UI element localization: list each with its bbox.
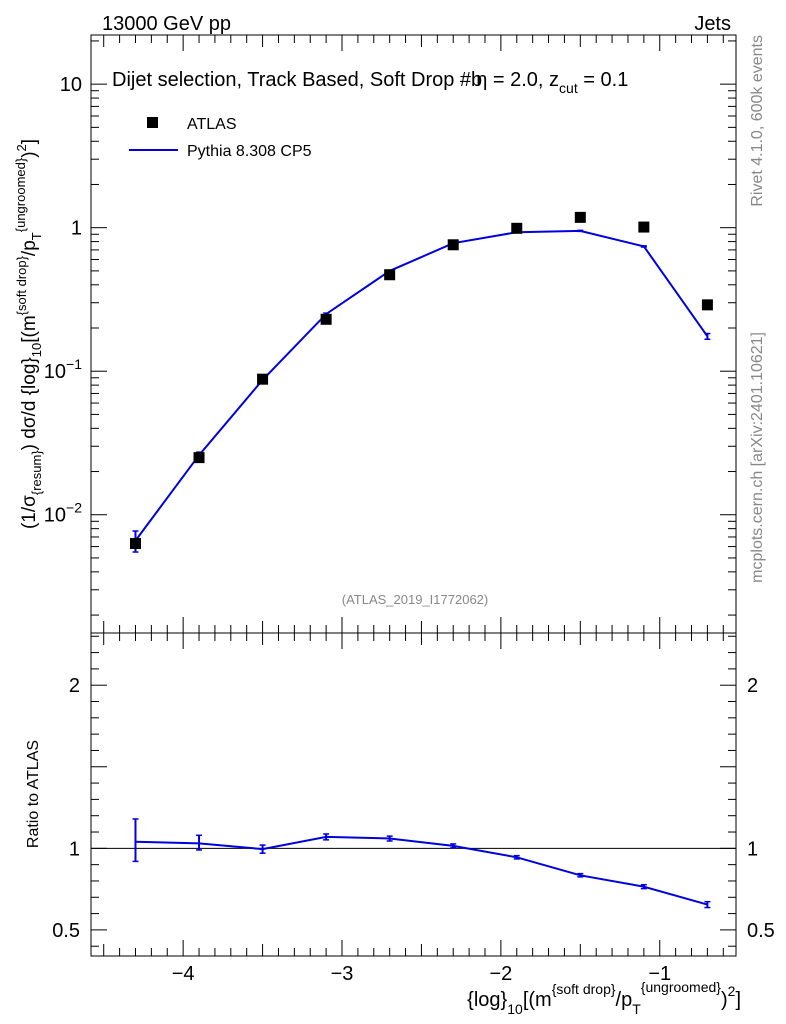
xlabel-sub10: 10	[507, 1001, 523, 1017]
title-tail: = 0.1	[578, 69, 629, 91]
main-y-tick-label: 10−1	[44, 356, 82, 383]
y-tick-exponent: −2	[66, 500, 82, 516]
ratio-error-bars	[132, 818, 711, 909]
atlas-marker	[447, 239, 459, 251]
atlas-marker	[320, 313, 332, 325]
xlabel-sup-ungroomed: {ungroomed}	[641, 979, 722, 995]
y-tick-base: 10	[44, 361, 66, 383]
x-tick-label: −1	[648, 963, 671, 985]
atlas-marker	[257, 373, 269, 385]
y-tick-base: 10	[60, 74, 82, 96]
main-y-tick-label: 1	[71, 218, 82, 240]
site-label: mcplots.cern.ch [arXiv:2401.10621]	[749, 332, 766, 583]
analysis-id: (ATLAS_2019_I1772062)	[342, 592, 488, 607]
atlas-marker	[574, 211, 586, 223]
ylabel-p4: /p	[19, 240, 40, 256]
atlas-marker	[701, 299, 713, 311]
main-ylabel: (1/σ{resum}) dσ/d {log}10[(m{soft drop}/…	[13, 139, 44, 529]
legend-atlas-marker	[147, 117, 158, 128]
xlabel-sup-2: 2	[728, 983, 736, 999]
legend-pythia-label: Pythia 8.308 CP5	[187, 143, 312, 160]
ylabel-p5: )	[19, 151, 40, 157]
main-y-tick-label: 10−2	[44, 500, 82, 527]
ratio-y-tick-label-right: 1	[747, 838, 758, 860]
xlabel-p5: ]	[735, 989, 741, 1011]
x-tick-label: −3	[331, 963, 354, 985]
main-y-tick-label: 10	[60, 74, 82, 96]
xlabel-p4: )	[721, 989, 728, 1011]
ylabel-p6: ]	[19, 139, 40, 144]
title-main: Dijet selection, Track Based, Soft Drop …	[112, 69, 482, 91]
pythia-error-bars	[132, 229, 711, 553]
title-cut-sub: cut	[559, 80, 578, 96]
main-title: Dijet selection, Track Based, Soft Drop …	[112, 69, 628, 96]
ylabel-sub10: 10	[29, 343, 44, 357]
ylabel-p3: [(m	[19, 315, 40, 342]
ratio-y-tick-label-left: 2	[69, 675, 80, 697]
pythia-series-line	[134, 229, 709, 542]
y-tick-exponent: −1	[66, 356, 82, 372]
ratio-y-tick-label-left: 0.5	[52, 920, 80, 942]
ratio-x-ticks: −4 −3 −2 −1	[103, 633, 724, 985]
ylabel-sup-ungroomed: {ungroomed}	[13, 157, 28, 232]
atlas-marker	[129, 538, 141, 550]
energy-label: 13000 GeV pp	[102, 13, 231, 35]
ratio-y-ticks: 0.5 0.5 1 1 2 2	[52, 635, 775, 947]
title-eta: η = 2.0, z	[476, 69, 559, 91]
main-x-ticks	[103, 35, 724, 633]
ratio-series-line	[135, 835, 708, 906]
x-tick-label: −2	[489, 963, 512, 985]
atlas-marker	[511, 222, 523, 234]
ratio-y-tick-label-right: 0.5	[747, 920, 775, 942]
atlas-marker	[384, 269, 396, 281]
atlas-marker	[193, 452, 205, 464]
y-tick-base: 1	[71, 218, 82, 240]
ylabel-resum-sub: {resum}	[29, 450, 44, 495]
category-label: Jets	[694, 13, 731, 35]
ylabel-p1: (1/σ	[19, 495, 40, 529]
atlas-markers	[129, 211, 713, 550]
ylabel-sup-soft: {soft drop}	[14, 255, 29, 315]
xlabel-sub-t: T	[632, 1001, 641, 1017]
x-tick-label: −4	[172, 963, 195, 985]
xlabel-p2: [(m	[523, 989, 552, 1011]
legend-atlas-label: ATLAS	[187, 116, 237, 133]
y-tick-base: 10	[44, 505, 66, 527]
ratio-ylabel: Ratio to ATLAS	[25, 740, 42, 848]
ylabel-sup-2: 2	[14, 144, 29, 151]
ylabel-sub-t: T	[29, 232, 44, 240]
ratio-y-tick-label-left: 1	[69, 838, 80, 860]
xlabel-p3: /p	[616, 989, 633, 1011]
xlabel-sup-soft: {soft drop}	[552, 981, 616, 997]
ratio-panel-frame	[90, 632, 737, 957]
rivet-label: Rivet 4.1.0, 600k events	[749, 35, 766, 207]
ylabel-p2: ) dσ/d {log}	[19, 357, 40, 450]
atlas-marker	[638, 221, 650, 233]
xlabel: {log}10[(m{soft drop}/pT{ungroomed})2]	[467, 979, 741, 1017]
xlabel-p1: {log}	[467, 989, 507, 1011]
ratio-y-tick-label-right: 2	[747, 675, 758, 697]
